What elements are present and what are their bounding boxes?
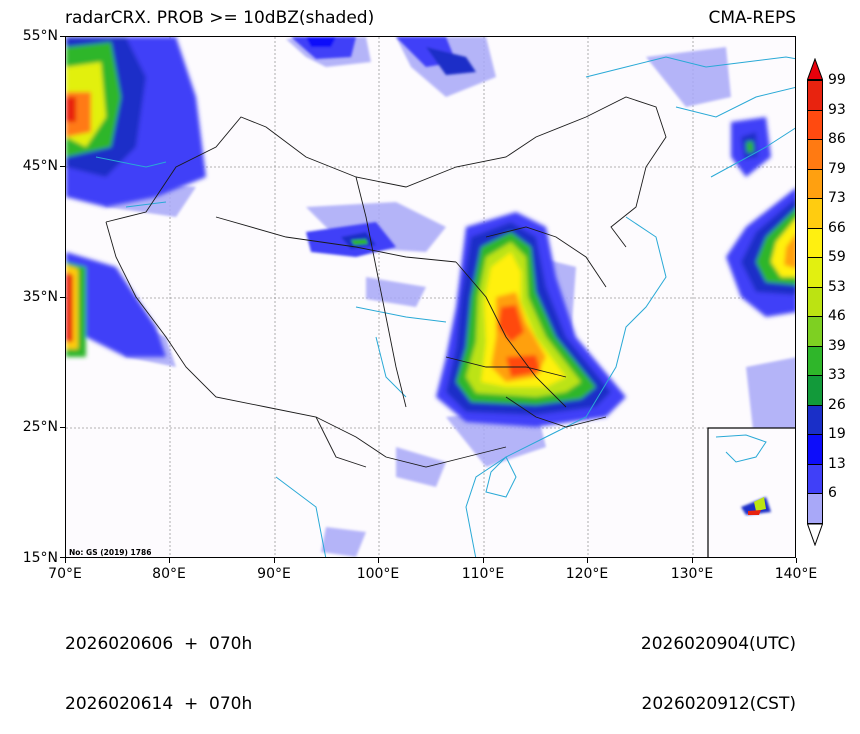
colorbar-label: 59 [828, 249, 846, 265]
lat-tick-15: 15°N [22, 550, 58, 566]
lat-tickmark [60, 36, 65, 37]
southwest-band [66, 252, 166, 357]
lon-tick-120: 120°E [565, 566, 609, 582]
colorbar-label: 66 [828, 219, 846, 236]
colorbar-segment [807, 258, 823, 288]
lon-tickmark [692, 558, 693, 563]
init-time-block: 2026020606 + 070h 2026020614 + 070h [65, 594, 252, 734]
colorbar-segment [807, 435, 823, 465]
map-approval-number: No: GS (2019) 1786 [69, 548, 152, 557]
lon-tickmark [378, 558, 379, 563]
central-china-system [436, 212, 626, 427]
colorbar-label: 6 [828, 485, 837, 501]
lat-tick-55: 55°N [22, 28, 58, 44]
colorbar-over-arrow-icon [807, 58, 823, 80]
east-sea-system [726, 117, 795, 317]
lon-tickmark [169, 558, 170, 563]
lat-tick-45: 45°N [22, 158, 58, 174]
lat-tickmark [60, 166, 65, 167]
colorbar-segment [807, 140, 823, 170]
coastlines [95, 56, 795, 557]
init-time-cst: 2026020614 + 070h [65, 694, 253, 714]
lon-tick-130: 130°E [670, 566, 714, 582]
init-time-utc: 2026020606 + 070h [65, 634, 253, 654]
lon-tick-80: 80°E [152, 566, 186, 582]
valid-time-block: 2026020904(UTC) 2026020912(CST) [641, 594, 796, 734]
lon-tick-100: 100°E [356, 566, 400, 582]
colorbar-under-arrow-icon [807, 523, 823, 546]
lon-tickmark [796, 558, 797, 563]
colorbar-segment [807, 287, 823, 317]
lon-tick-140: 140°E [774, 566, 818, 582]
northwest-band [66, 37, 206, 207]
lon-tick-90: 90°E [257, 566, 291, 582]
colorbar-segment [807, 376, 823, 406]
lon-tickmark [483, 558, 484, 563]
colorbar-label: 13 [828, 455, 846, 472]
colorbar-segment [807, 346, 823, 376]
colorbar-segment [807, 81, 823, 111]
borders [105, 96, 667, 468]
colorbar-label: 73 [828, 190, 846, 206]
lon-tickmark [274, 558, 275, 563]
model-name: CMA-REPS [708, 8, 796, 28]
colorbar-label: 93 [828, 101, 846, 118]
lat-tickmark [60, 297, 65, 298]
colorbar-segment [807, 464, 823, 494]
colorbar-label: 39 [828, 337, 846, 354]
colorbar-label: 19 [828, 426, 846, 442]
colorbar-segment [807, 317, 823, 347]
colorbar-label: 33 [828, 367, 846, 383]
colorbar-segment [807, 110, 823, 140]
colorbar-label: 99 [828, 72, 846, 88]
lat-tickmark [60, 557, 65, 558]
colorbar-segment [807, 405, 823, 435]
colorbar-segment [807, 494, 823, 524]
valid-time-utc: 2026020904(UTC) [640, 634, 796, 654]
plot-title: radarCRX. PROB >= 10dBZ(shaded) [65, 8, 375, 28]
colorbar-label: 46 [828, 308, 846, 324]
north-streaks [291, 37, 476, 75]
lon-tickmark [65, 558, 66, 563]
lon-tick-70: 70°E [48, 566, 82, 582]
lat-tickmark [60, 427, 65, 428]
colorbar [807, 58, 823, 546]
south-china-sea-inset [707, 427, 795, 557]
colorbar-segment [807, 169, 823, 199]
colorbar-label: 79 [828, 160, 846, 177]
lat-tick-25: 25°N [22, 419, 58, 435]
colorbar-label: 86 [828, 131, 846, 147]
radar-probability-map [66, 37, 795, 557]
colorbar-label: 53 [828, 278, 846, 295]
lat-tick-35: 35°N [22, 289, 58, 305]
colorbar-segment [807, 199, 823, 229]
colorbar-segment [807, 228, 823, 258]
lon-tickmark [587, 558, 588, 563]
colorbar-label: 26 [828, 396, 846, 413]
lon-tick-110: 110°E [461, 566, 505, 582]
map-panel[interactable] [65, 36, 796, 558]
valid-time-cst: 2026020912(CST) [641, 694, 796, 714]
qinghai-patch [306, 222, 396, 257]
